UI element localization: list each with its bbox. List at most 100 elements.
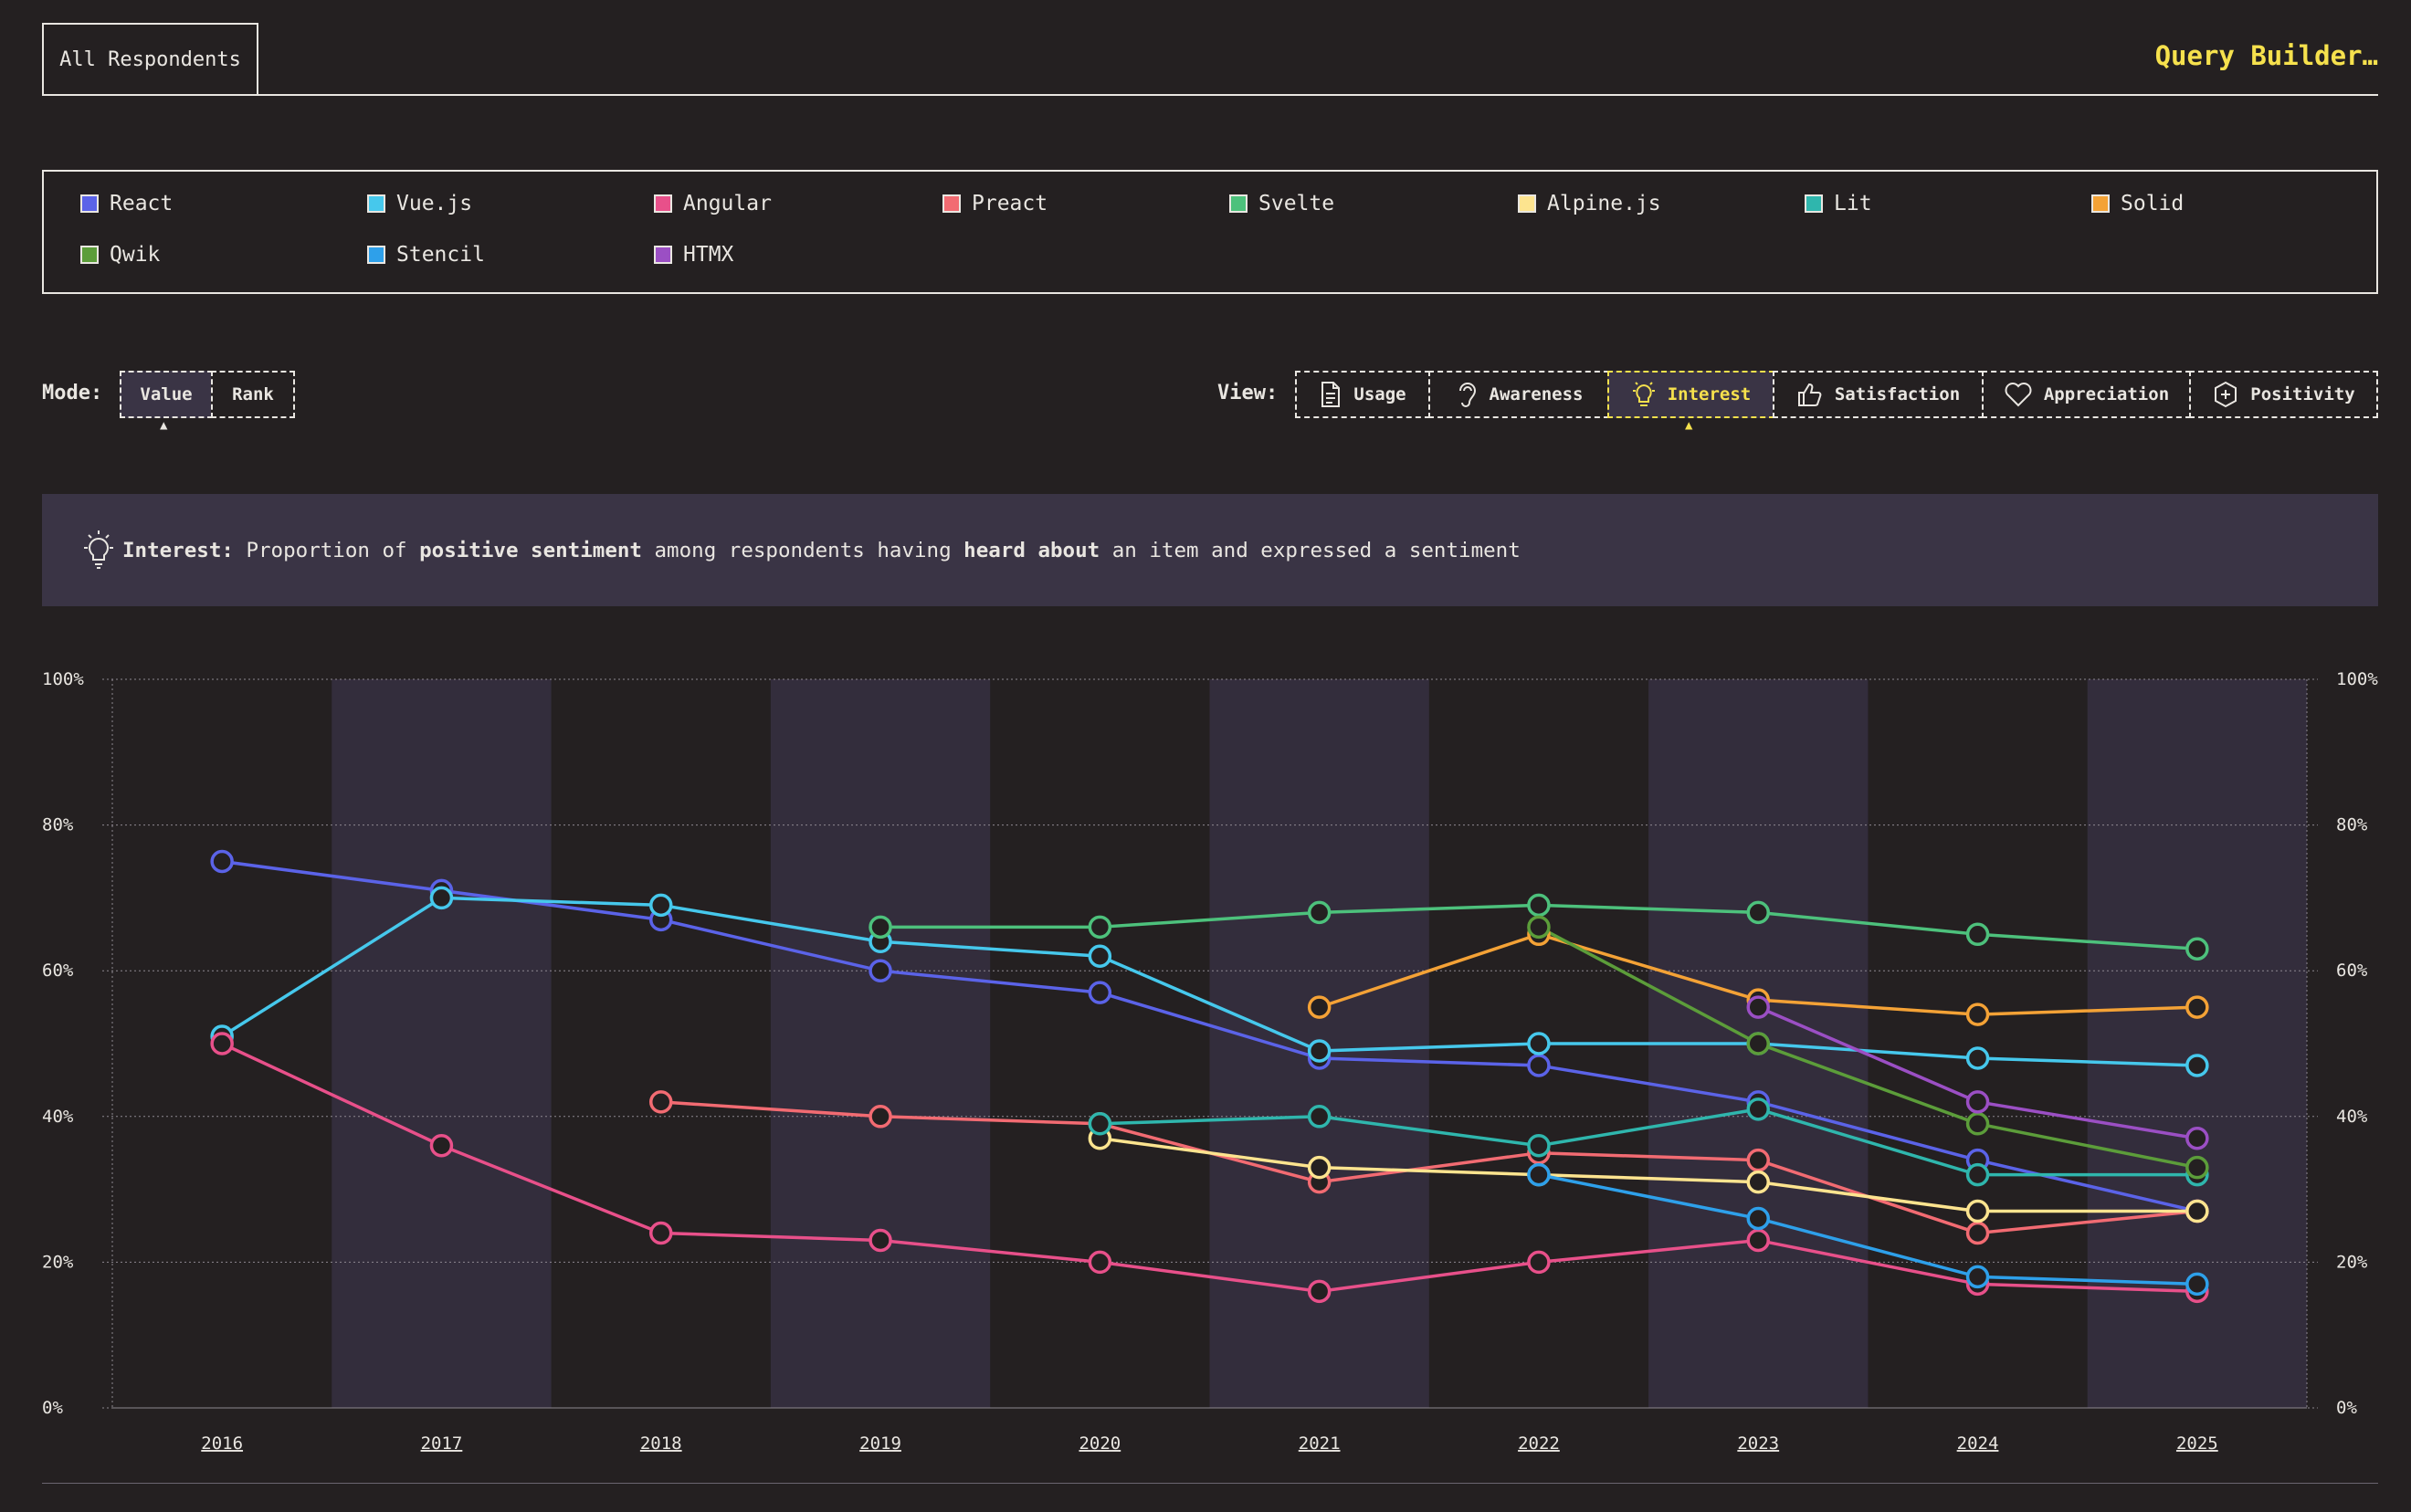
- x-tick-2024: 2024: [1957, 1433, 1999, 1454]
- point-qwik-2022: [1527, 915, 1551, 940]
- point-lit-2022: [1527, 1133, 1551, 1158]
- point-svelte-2020: [1088, 915, 1112, 940]
- view-positivity-label: Positivity: [2250, 384, 2355, 404]
- legend-item-vue-js[interactable]: Vue.js: [367, 192, 472, 215]
- series-line-vue-js: [221, 896, 2197, 1067]
- point-qwik-2024: [1965, 1112, 1990, 1136]
- legend-item-svelte[interactable]: Svelte: [1229, 192, 1334, 215]
- x-tick-2016: 2016: [201, 1433, 243, 1454]
- legend-item-solid[interactable]: Solid: [2091, 192, 2184, 215]
- view-selected-caret: ▲: [1685, 418, 1693, 433]
- legend-swatch: [654, 246, 672, 264]
- point-htmx-2025: [2185, 1126, 2209, 1150]
- legend-label: Svelte: [1258, 192, 1335, 215]
- series-line-react: [221, 859, 2198, 1213]
- x-tick-2021: 2021: [1299, 1433, 1341, 1454]
- point-lit-2021: [1307, 1105, 1332, 1129]
- point-svelte-2023: [1746, 900, 1770, 925]
- y-tick-right: 0%: [2336, 1398, 2357, 1418]
- mode-label: Mode:: [42, 382, 103, 404]
- legend-swatch: [2091, 194, 2110, 213]
- series-line-stencil: [1538, 1172, 2197, 1286]
- point-preact-2024: [1965, 1221, 1990, 1245]
- view-interest-button[interactable]: Interest: [1607, 371, 1774, 418]
- legend-item-htmx[interactable]: HTMX: [654, 243, 733, 267]
- point-vue-js-2025: [2185, 1054, 2209, 1077]
- point-stencil-2025: [2185, 1272, 2209, 1297]
- point-alpine-js-2024: [1965, 1199, 1990, 1223]
- y-tick-left: 0%: [42, 1398, 63, 1418]
- view-satisfaction-button[interactable]: Satisfaction: [1773, 371, 1984, 418]
- point-react-2019: [869, 959, 892, 982]
- series-line-qwik: [1538, 925, 2198, 1170]
- y-tick-right: 20%: [2336, 1252, 2368, 1272]
- point-vue-js-2017: [429, 886, 454, 910]
- metric-bold-2: heard about: [963, 538, 1100, 562]
- legend-item-lit[interactable]: Lit: [1805, 192, 1872, 215]
- legend-item-qwik[interactable]: Qwik: [80, 243, 160, 267]
- tab-all-respondents[interactable]: All Respondents: [42, 23, 258, 94]
- mode-rank-button[interactable]: Rank: [211, 371, 295, 418]
- view-positivity-button[interactable]: Positivity: [2189, 371, 2378, 418]
- x-tick-2020: 2020: [1079, 1433, 1121, 1454]
- point-svelte-2025: [2185, 937, 2209, 961]
- legend-item-react[interactable]: React: [80, 192, 173, 215]
- view-usage-button[interactable]: Usage: [1295, 371, 1430, 418]
- view-satisfaction-label: Satisfaction: [1834, 384, 1961, 404]
- x-tick-2022: 2022: [1518, 1433, 1560, 1454]
- y-tick-left: 100%: [42, 669, 84, 689]
- point-alpine-js-2023: [1746, 1170, 1770, 1194]
- point-stencil-2024: [1965, 1265, 1990, 1289]
- x-tick-2023: 2023: [1737, 1433, 1779, 1454]
- legend-swatch: [942, 194, 961, 213]
- point-angular-2016: [210, 1032, 234, 1055]
- view-appreciation-button[interactable]: Appreciation: [1982, 371, 2191, 418]
- view-awareness-button[interactable]: Awareness: [1428, 371, 1609, 418]
- point-lit-2020: [1088, 1112, 1112, 1136]
- point-qwik-2025: [2185, 1155, 2209, 1180]
- point-angular-2021: [1307, 1279, 1332, 1304]
- point-solid-2025: [2185, 995, 2209, 1019]
- series-line-lit: [1100, 1108, 2197, 1177]
- legend-label: HTMX: [683, 243, 734, 267]
- y-tick-left: 80%: [42, 815, 74, 835]
- mode-selected-caret: ▲: [160, 418, 168, 433]
- x-tick-2019: 2019: [859, 1433, 901, 1454]
- point-qwik-2023: [1746, 1032, 1770, 1055]
- y-tick-left: 60%: [42, 961, 74, 981]
- legend-swatch: [80, 246, 99, 264]
- point-angular-2018: [649, 1221, 673, 1245]
- view-usage-label: Usage: [1353, 384, 1406, 404]
- y-tick-right: 40%: [2336, 1107, 2368, 1127]
- legend-swatch: [1229, 194, 1248, 213]
- legend-item-stencil[interactable]: Stencil: [367, 243, 485, 267]
- y-tick-left: 40%: [42, 1107, 74, 1127]
- point-preact-2018: [649, 1090, 673, 1114]
- series-line-alpine-js: [1100, 1137, 2197, 1213]
- legend-swatch: [80, 194, 99, 213]
- metric-text-3: an item and expressed a sentiment: [1111, 538, 1521, 562]
- mode-value-button[interactable]: Value: [120, 371, 213, 418]
- metric-bold-1: positive sentiment: [419, 538, 642, 562]
- metric-text-1: Proportion of: [246, 538, 407, 562]
- metric-text-2: among respondents having: [654, 538, 952, 562]
- legend-item-preact[interactable]: Preact: [942, 192, 1048, 215]
- y-tick-left: 20%: [42, 1252, 74, 1272]
- y-tick-right: 80%: [2336, 815, 2368, 835]
- point-vue-js-2021: [1307, 1039, 1332, 1063]
- legend-label: Angular: [683, 192, 772, 215]
- legend-label: Qwik: [110, 243, 161, 267]
- legend-item-alpine-js[interactable]: Alpine.js: [1518, 192, 1661, 215]
- query-builder-link[interactable]: Query Builder…: [2154, 40, 2378, 71]
- legend-item-angular[interactable]: Angular: [654, 192, 772, 215]
- legend-swatch: [367, 194, 385, 213]
- legend-label: Vue.js: [396, 192, 473, 215]
- point-svelte-2021: [1307, 900, 1332, 925]
- point-angular-2022: [1527, 1250, 1551, 1275]
- legend-label: Stencil: [396, 243, 485, 267]
- point-alpine-js-2025: [2185, 1199, 2209, 1223]
- legend-label: React: [110, 192, 174, 215]
- y-tick-right: 100%: [2336, 669, 2378, 689]
- point-htmx-2024: [1965, 1090, 1990, 1114]
- lightbulb-icon: [1632, 382, 1655, 406]
